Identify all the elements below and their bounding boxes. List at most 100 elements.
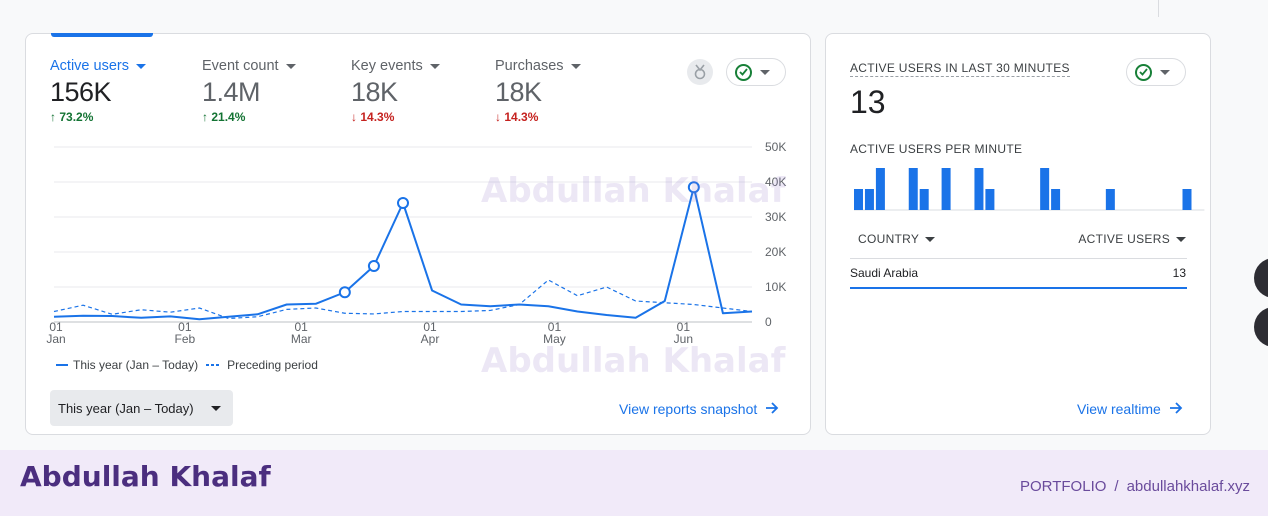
minute-bar[interactable] (854, 189, 863, 210)
data-point-marker (367, 260, 380, 272)
metric-tab-key-events[interactable]: Key events 18K ↓ 14.3% (351, 58, 440, 124)
metric-label: Event count (202, 58, 279, 74)
x-tick-month: May (543, 332, 566, 346)
floating-button[interactable] (1254, 258, 1268, 298)
view-reports-snapshot-link[interactable]: View reports snapshot (619, 401, 779, 417)
data-quality-button[interactable] (1126, 58, 1186, 86)
x-tick-day: 01 (178, 320, 192, 334)
series-line-preceding (53, 279, 753, 320)
active-users-chart: 50K40K30K20K10K001Jan01Feb01Mar01Apr01Ma… (46, 140, 786, 346)
footer-link-site[interactable]: abdullahkhalaf.xyz (1126, 478, 1250, 495)
table-divider (850, 258, 1187, 259)
metric-label: Key events (351, 58, 423, 74)
arrow-up-icon: ↑ (50, 110, 56, 124)
chevron-down-icon (760, 69, 770, 75)
y-tick-label: 50K (765, 140, 786, 154)
chevron-down-icon (1160, 69, 1170, 75)
x-tick-day: 01 (49, 320, 63, 334)
legend-swatch-dashed (206, 364, 221, 366)
metric-tab-event-count[interactable]: Event count 1.4M ↑ 21.4% (202, 58, 296, 124)
view-realtime-label: View realtime (1077, 401, 1161, 417)
arrow-right-icon (1169, 401, 1183, 417)
column-header-country[interactable]: COUNTRY (858, 232, 936, 246)
minute-bar[interactable] (985, 189, 995, 210)
footer-nav: PORTFOLIO / abdullahkhalaf.xyz (1020, 478, 1250, 495)
chevron-down-icon (925, 236, 936, 242)
y-tick-label: 20K (765, 245, 786, 259)
column-header-active-users[interactable]: ACTIVE USERS (1078, 232, 1186, 246)
realtime-value: 13 (850, 84, 886, 120)
chevron-down-icon[interactable] (429, 63, 440, 69)
x-tick-day: 01 (677, 320, 691, 334)
metric-value: 156K (50, 77, 112, 107)
per-minute-bar-chart (854, 168, 1205, 211)
y-tick-label: 30K (765, 210, 786, 224)
metric-label: Active users (50, 58, 129, 74)
column-header-label: ACTIVE USERS (1078, 232, 1170, 246)
insights-badge-icon[interactable] (687, 59, 713, 85)
minute-bar[interactable] (1051, 189, 1061, 210)
x-tick-month: Jan (46, 332, 65, 346)
metric-change-value: 14.3% (360, 110, 395, 124)
table-row-bar (850, 287, 1187, 289)
realtime-card: ACTIVE USERS IN LAST 30 MINUTES 13 ACTIV… (825, 33, 1211, 435)
chevron-down-icon[interactable] (285, 63, 296, 69)
x-tick-day: 01 (548, 320, 562, 334)
x-tick-month: Feb (174, 332, 195, 346)
selected-metric-indicator (51, 33, 153, 37)
column-header-label: COUNTRY (858, 232, 920, 246)
data-point-marker (397, 197, 409, 209)
footer-brand[interactable]: Abdullah Khalaf (20, 460, 271, 493)
minute-bar[interactable] (919, 189, 929, 210)
y-tick-label: 0 (765, 315, 772, 329)
overview-card: Active users 156K ↑ 73.2% Event count 1.… (25, 33, 811, 435)
table-row-users: 13 (1172, 266, 1186, 280)
minute-bar[interactable] (864, 189, 874, 210)
footer-bar: Abdullah Khalaf PORTFOLIO / abdullahkhalaf… (0, 450, 1268, 516)
data-point-marker (338, 286, 351, 299)
metric-tab-purchases[interactable]: Purchases 18K ↓ 14.3% (495, 58, 581, 124)
view-realtime-link[interactable]: View realtime (1077, 401, 1183, 417)
minute-bar[interactable] (1182, 189, 1192, 210)
x-tick-month: Apr (421, 332, 440, 346)
x-tick-day: 01 (423, 320, 437, 334)
footer-link-portfolio[interactable]: PORTFOLIO (1020, 478, 1107, 495)
arrow-down-icon: ↓ (495, 110, 501, 124)
legend-swatch-solid (56, 364, 68, 366)
minute-bar[interactable] (875, 168, 885, 210)
period-select[interactable]: This year (Jan – Today) (50, 390, 233, 426)
data-quality-button[interactable] (726, 58, 786, 86)
realtime-title[interactable]: ACTIVE USERS IN LAST 30 MINUTES (850, 61, 1070, 77)
x-tick-month: Jun (674, 332, 693, 346)
period-select-value: This year (Jan – Today) (58, 400, 194, 416)
chevron-down-icon[interactable] (135, 63, 146, 69)
minute-bar[interactable] (1040, 168, 1050, 210)
top-divider (1158, 0, 1159, 17)
metric-change-value: 21.4% (211, 110, 246, 124)
minute-bar[interactable] (974, 168, 984, 210)
y-tick-label: 10K (765, 280, 786, 294)
view-reports-snapshot-label: View reports snapshot (619, 401, 758, 417)
metric-tab-active-users[interactable]: Active users 156K ↑ 73.2% (50, 58, 146, 124)
metric-value: 1.4M (202, 77, 261, 107)
minute-bar[interactable] (1105, 189, 1115, 210)
chevron-down-icon[interactable] (570, 63, 581, 69)
metric-value: 18K (495, 77, 542, 107)
minute-bar[interactable] (908, 168, 918, 210)
floating-button[interactable] (1254, 307, 1268, 347)
per-minute-title: ACTIVE USERS PER MINUTE (850, 142, 1023, 156)
arrow-down-icon: ↓ (351, 110, 357, 124)
arrow-up-icon: ↑ (202, 110, 208, 124)
metric-change: ↓ 14.3% (495, 110, 581, 124)
footer-separator: / (1114, 478, 1119, 495)
minute-bar[interactable] (941, 168, 951, 210)
check-circle-icon (1135, 63, 1152, 81)
metric-change-value: 73.2% (59, 110, 94, 124)
metric-label: Purchases (495, 58, 564, 74)
legend-label-preceding: Preceding period (227, 358, 318, 372)
chevron-down-icon (1176, 236, 1186, 242)
legend-label-this-year: This year (Jan – Today) (73, 358, 199, 372)
metric-change: ↑ 21.4% (202, 110, 296, 124)
x-tick-day: 01 (294, 320, 308, 334)
check-circle-icon (735, 63, 752, 81)
